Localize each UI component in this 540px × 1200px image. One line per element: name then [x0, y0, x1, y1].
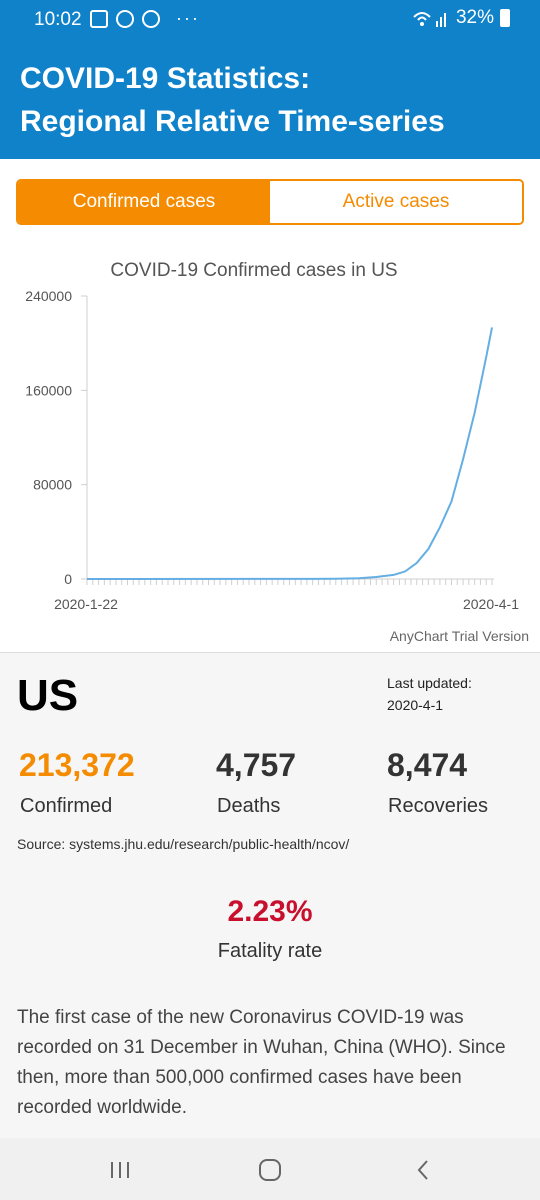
battery-icon: [500, 9, 510, 27]
wifi-icon: [413, 12, 446, 27]
last-updated-label: Last updated:: [387, 675, 472, 691]
system-nav-bar: [0, 1138, 540, 1200]
chart-title: COVID-19 Confirmed cases in US: [110, 260, 397, 281]
status-time: 10:02: [34, 9, 82, 30]
country-name: US: [17, 671, 79, 720]
chart-watermark: AnyChart Trial Version: [390, 628, 529, 644]
confirmed-value: 213,372: [19, 747, 135, 783]
gallery-icon: [90, 9, 108, 28]
home-button[interactable]: [240, 1150, 300, 1190]
status-bar: 10:02 ··· 32%: [0, 0, 540, 38]
notification-icons: ···: [90, 8, 200, 29]
divider: [0, 652, 540, 653]
recent-apps-icon: [111, 1162, 129, 1178]
cases-chart: COVID-19 Confirmed cases in US 240000 160…: [0, 249, 540, 649]
recoveries-label: Recoveries: [388, 795, 489, 817]
home-icon: [259, 1159, 281, 1181]
page-title-line1: COVID-19 Statistics:: [20, 62, 311, 95]
shield-icon: [142, 9, 160, 28]
x-start-label: 2020-1-22: [54, 596, 118, 612]
battery-percent: 32%: [455, 7, 494, 28]
fatality-rate-value: 2.23%: [227, 895, 313, 928]
back-button[interactable]: [393, 1150, 453, 1190]
confirmed-label: Confirmed: [20, 795, 113, 817]
overflow-dots: ···: [176, 8, 200, 28]
back-icon: [417, 1160, 428, 1180]
app-header: 10:02 ··· 32% COVID-19 Statistics: Regio…: [0, 0, 540, 159]
y-tick-label: 160000: [25, 382, 72, 398]
last-updated-value: 2020-4-1: [387, 697, 444, 713]
recent-apps-button[interactable]: [90, 1150, 150, 1190]
source-text: Source: systems.jhu.edu/research/public-…: [17, 836, 350, 852]
deaths-value: 4,757: [216, 747, 297, 783]
case-type-tabs: Confirmed cases Active cases: [16, 179, 524, 225]
system-icons: 32%: [412, 7, 510, 29]
series-line-confirmed: [86, 327, 493, 580]
y-tick-label: 240000: [25, 288, 72, 304]
tab-confirmed-cases[interactable]: Confirmed cases: [18, 181, 270, 223]
page-title-line2: Regional Relative Time-series: [20, 105, 445, 138]
summary-panel: US Last updated: 2020-4-1 213,372 Confir…: [0, 653, 540, 1138]
x-end-label: 2020-4-1: [463, 596, 519, 612]
recoveries-value: 8,474: [387, 747, 468, 783]
chart-svg: COVID-19 Confirmed cases in US 240000 160…: [25, 260, 529, 644]
y-tick-label: 0: [64, 571, 72, 587]
y-tick-label: 80000: [33, 477, 72, 493]
y-ticks: 240000 160000 80000 0: [25, 288, 87, 587]
fatality-rate-label: Fatality rate: [217, 940, 323, 962]
description-text: The first case of the new Coronavirus CO…: [17, 1007, 506, 1118]
tab-active-cases[interactable]: Active cases: [270, 181, 522, 223]
instagram-icon: [116, 9, 134, 28]
deaths-label: Deaths: [217, 795, 281, 817]
page-title: COVID-19 Statistics: Regional Relative T…: [20, 57, 520, 143]
x-minor-ticks: [86, 579, 493, 585]
main-panel: Confirmed cases Active cases COVID-19 Co…: [0, 159, 540, 652]
